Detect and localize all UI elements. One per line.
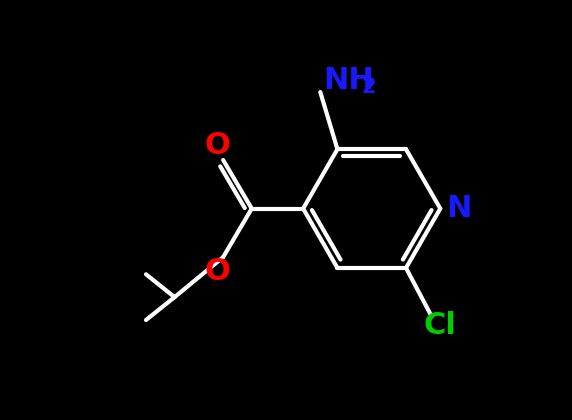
Text: O: O — [205, 257, 231, 286]
Text: 2: 2 — [362, 77, 376, 97]
Text: O: O — [205, 131, 231, 160]
Text: Cl: Cl — [424, 311, 456, 340]
Text: NH: NH — [323, 66, 374, 95]
Text: N: N — [446, 194, 471, 223]
